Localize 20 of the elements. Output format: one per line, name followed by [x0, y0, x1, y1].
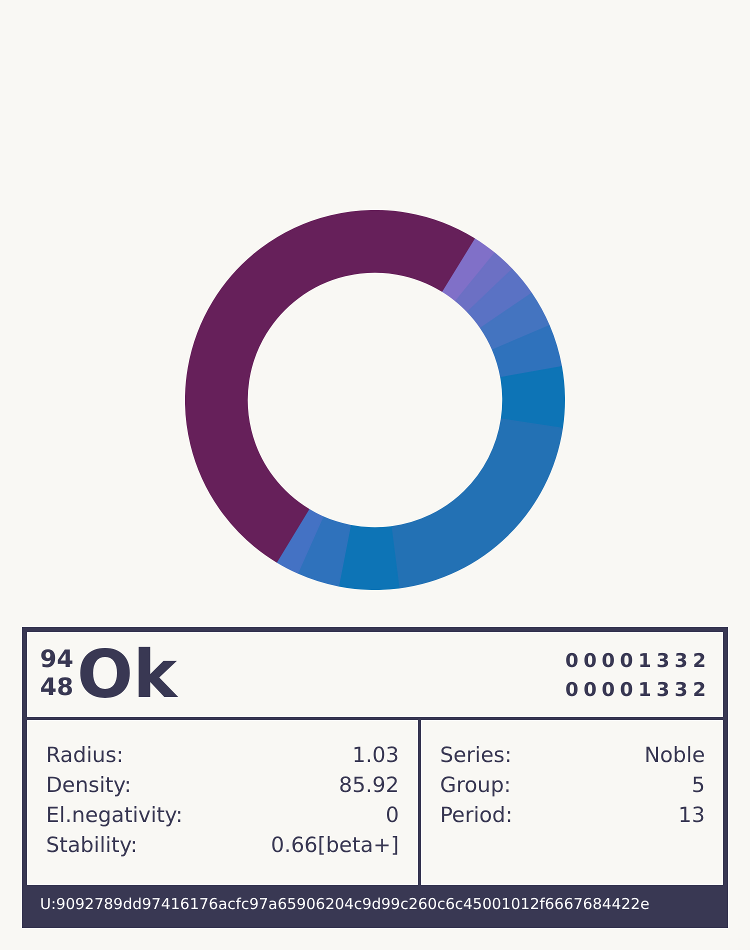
text: Series:: [440, 742, 512, 769]
text: 48: [40, 673, 74, 701]
text: 5: [692, 772, 705, 799]
text: El.negativity:: [46, 802, 183, 829]
text: 1.03: [352, 742, 399, 769]
text: Noble: [644, 742, 705, 769]
text: 0: [386, 802, 399, 829]
text: Stability:: [46, 832, 138, 859]
text: 0.66[beta+]: [270, 832, 399, 859]
text: 00001332: [565, 650, 711, 672]
text: 85.92: [338, 772, 399, 799]
text: 94: [40, 645, 74, 673]
text: Ok: [77, 636, 177, 713]
text: U:9092789dd97416176acfc97a65906204c9d99c260c6c45001012f6667684422e: [40, 894, 650, 915]
text: Density:: [46, 772, 132, 799]
text: 00001332: [565, 679, 711, 701]
text: Period:: [440, 802, 513, 829]
text: 13: [678, 802, 705, 829]
text: Radius:: [46, 742, 124, 769]
text: Group:: [440, 772, 512, 799]
